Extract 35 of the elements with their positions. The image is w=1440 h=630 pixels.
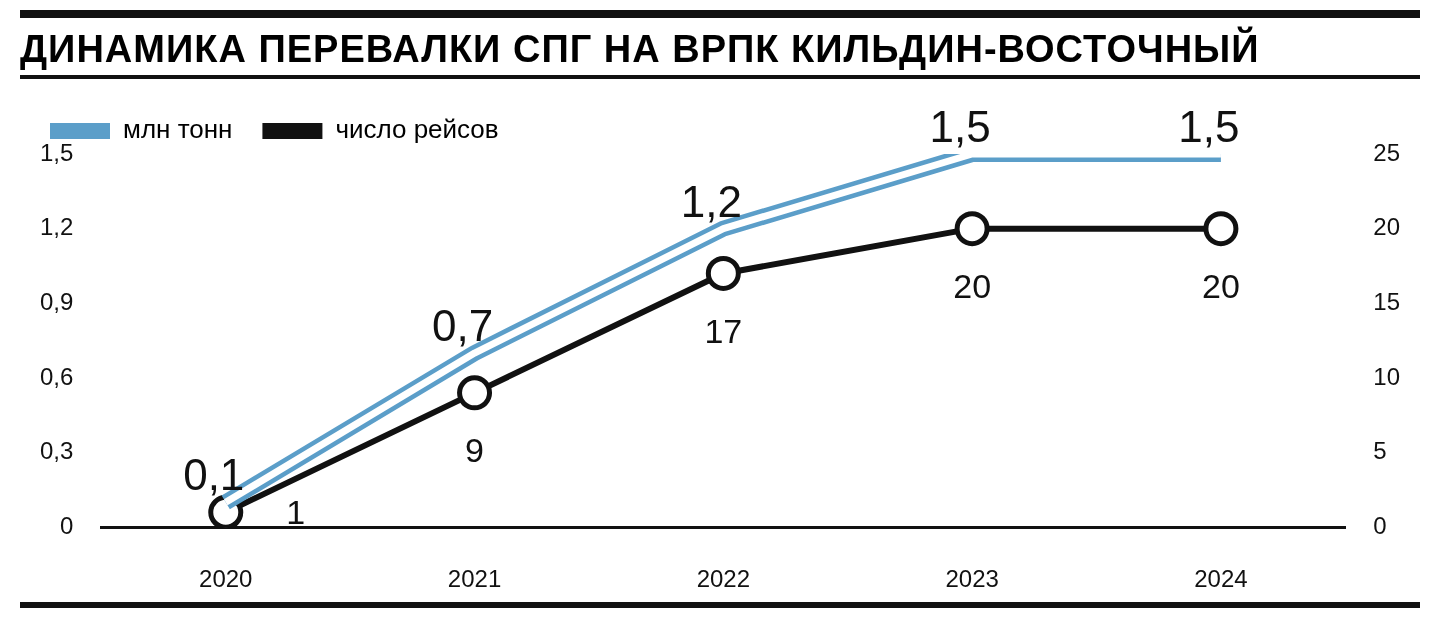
point	[954, 211, 990, 247]
data-label: 1	[286, 492, 306, 531]
data-label: 1,5	[1178, 102, 1240, 152]
data-label: 0,7	[431, 301, 494, 351]
y2-tick-label: 0	[1373, 511, 1387, 539]
x-tick-label: 2020	[199, 565, 253, 593]
point	[705, 255, 741, 291]
y2-tick-label: 5	[1373, 437, 1387, 465]
y-tick-label: 1,2	[39, 213, 74, 241]
point	[457, 375, 493, 411]
y-tick-label: 1,5	[39, 138, 74, 166]
data-label: 1,5	[929, 102, 991, 152]
chart-title: ДИНАМИКА ПЕРЕВАЛКИ СПГ НА ВРПК КИЛЬДИН-ВОСТОЧНЫЙ	[20, 28, 1261, 71]
x-tick-label: 2023	[945, 565, 999, 593]
x-tick-label: 2021	[447, 565, 502, 593]
point	[208, 494, 244, 528]
y-tick-label: 0,6	[39, 362, 74, 390]
y2-tick-label: 20	[1373, 213, 1401, 241]
data-label: 9	[465, 431, 485, 470]
y-tick-label: 0,3	[39, 437, 74, 465]
data-label: 17	[704, 311, 743, 350]
y2-tick-label: 10	[1373, 362, 1401, 390]
data-label: 1,2	[680, 176, 742, 226]
y-tick-label: 0,9	[39, 287, 74, 315]
point	[1203, 211, 1239, 247]
y2-tick-label: 15	[1373, 287, 1401, 315]
data-label: 0,1	[183, 450, 245, 500]
y-tick-label: 0	[60, 511, 74, 539]
data-label: 20	[953, 267, 992, 306]
legend-label: млн тонн	[123, 114, 233, 145]
legend-label: число рейсов	[335, 114, 499, 145]
x-tick-label: 2024	[1194, 565, 1248, 593]
x-tick-label: 2022	[696, 565, 751, 593]
data-label: 20	[1202, 267, 1240, 306]
y2-tick-label: 25	[1373, 138, 1401, 166]
